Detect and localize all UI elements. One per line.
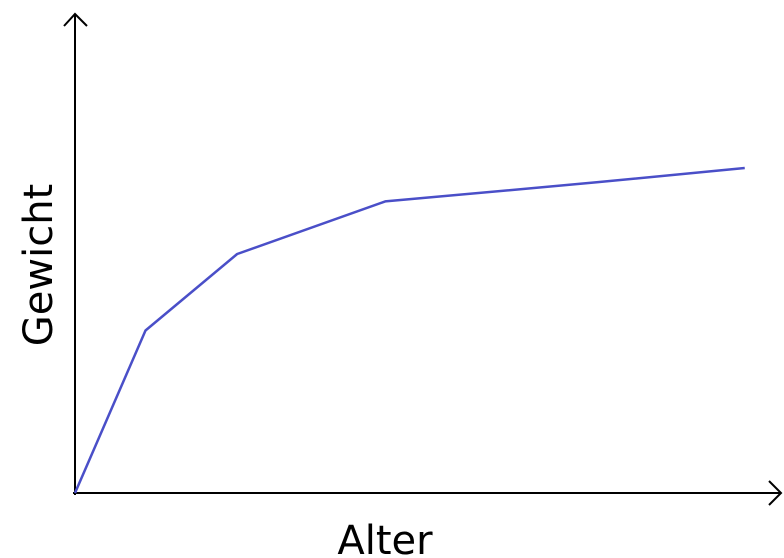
x-axis-arrow — [768, 480, 783, 506]
x-axis-label: Alter — [337, 518, 433, 558]
y-axis-arrow — [63, 12, 88, 27]
data-line — [73, 166, 745, 494]
axes — [63, 12, 783, 506]
y-axis-label: Gewicht — [16, 184, 62, 346]
